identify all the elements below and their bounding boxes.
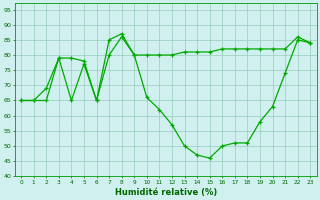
X-axis label: Humidité relative (%): Humidité relative (%) xyxy=(115,188,217,197)
